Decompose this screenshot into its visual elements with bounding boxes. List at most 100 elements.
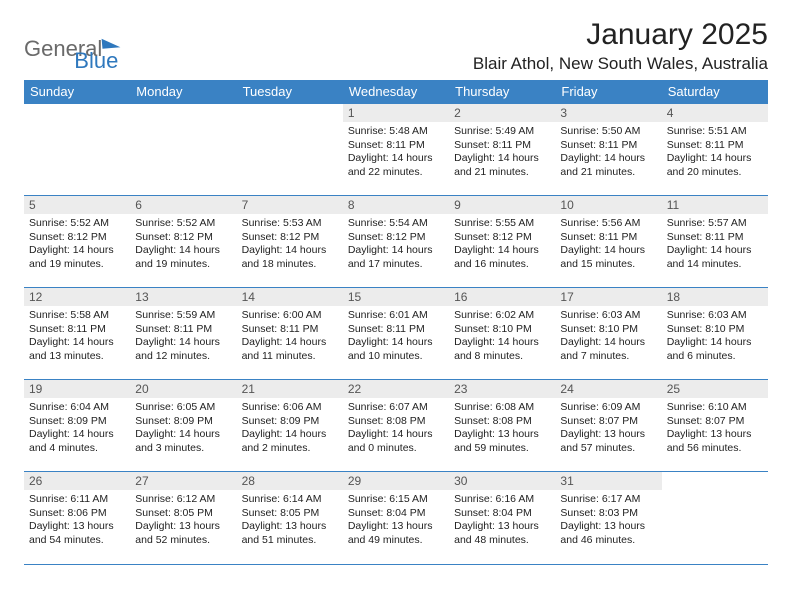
brand-logo: General Blue — [24, 24, 118, 74]
day-body: Sunrise: 5:48 AMSunset: 8:11 PMDaylight:… — [343, 122, 449, 184]
sunrise-line: Sunrise: 6:04 AM — [29, 401, 125, 415]
sunset-line: Sunset: 8:12 PM — [29, 231, 125, 245]
calendar-cell: 12Sunrise: 5:58 AMSunset: 8:11 PMDayligh… — [24, 288, 130, 380]
sunrise-line: Sunrise: 6:07 AM — [348, 401, 444, 415]
calendar-cell — [237, 104, 343, 196]
sunset-line: Sunset: 8:09 PM — [242, 415, 338, 429]
day-body: Sunrise: 5:55 AMSunset: 8:12 PMDaylight:… — [449, 214, 555, 276]
sunrise-line: Sunrise: 5:52 AM — [135, 217, 231, 231]
weekday-tue: Tuesday — [237, 80, 343, 104]
day-body: Sunrise: 5:52 AMSunset: 8:12 PMDaylight:… — [24, 214, 130, 276]
daylight-line: Daylight: 13 hours — [560, 520, 656, 534]
daylight-line: Daylight: 14 hours — [454, 152, 550, 166]
daylight-line: Daylight: 14 hours — [560, 152, 656, 166]
sunset-line: Sunset: 8:10 PM — [454, 323, 550, 337]
day-body: Sunrise: 5:59 AMSunset: 8:11 PMDaylight:… — [130, 306, 236, 368]
sunset-line: Sunset: 8:05 PM — [242, 507, 338, 521]
day-number: 27 — [130, 472, 236, 490]
daylight-line: Daylight: 14 hours — [348, 152, 444, 166]
sunset-line: Sunset: 8:06 PM — [29, 507, 125, 521]
sunset-line: Sunset: 8:07 PM — [560, 415, 656, 429]
calendar-cell: 3Sunrise: 5:50 AMSunset: 8:11 PMDaylight… — [555, 104, 661, 196]
day-body: Sunrise: 5:49 AMSunset: 8:11 PMDaylight:… — [449, 122, 555, 184]
sunrise-line: Sunrise: 5:55 AM — [454, 217, 550, 231]
sunset-line: Sunset: 8:09 PM — [29, 415, 125, 429]
calendar-cell: 9Sunrise: 5:55 AMSunset: 8:12 PMDaylight… — [449, 196, 555, 288]
sunrise-line: Sunrise: 6:10 AM — [667, 401, 763, 415]
calendar-cell: 1Sunrise: 5:48 AMSunset: 8:11 PMDaylight… — [343, 104, 449, 196]
daylight-line: and 4 minutes. — [29, 442, 125, 456]
daylight-line: Daylight: 13 hours — [560, 428, 656, 442]
day-number: 14 — [237, 288, 343, 306]
day-body: Sunrise: 6:00 AMSunset: 8:11 PMDaylight:… — [237, 306, 343, 368]
daylight-line: Daylight: 14 hours — [348, 244, 444, 258]
daylight-line: and 19 minutes. — [29, 258, 125, 272]
day-body: Sunrise: 6:03 AMSunset: 8:10 PMDaylight:… — [662, 306, 768, 368]
daylight-line: Daylight: 13 hours — [454, 520, 550, 534]
daylight-line: Daylight: 14 hours — [242, 336, 338, 350]
title-block: January 2025 Blair Athol, New South Wale… — [473, 18, 768, 74]
daylight-line: and 17 minutes. — [348, 258, 444, 272]
sunrise-line: Sunrise: 6:02 AM — [454, 309, 550, 323]
day-body: Sunrise: 6:16 AMSunset: 8:04 PMDaylight:… — [449, 490, 555, 552]
calendar-cell — [24, 104, 130, 196]
day-body: Sunrise: 6:12 AMSunset: 8:05 PMDaylight:… — [130, 490, 236, 552]
sunset-line: Sunset: 8:11 PM — [348, 323, 444, 337]
daylight-line: Daylight: 13 hours — [29, 520, 125, 534]
day-number: 25 — [662, 380, 768, 398]
sunrise-line: Sunrise: 5:54 AM — [348, 217, 444, 231]
sunrise-line: Sunrise: 6:11 AM — [29, 493, 125, 507]
day-number: 23 — [449, 380, 555, 398]
calendar-cell: 27Sunrise: 6:12 AMSunset: 8:05 PMDayligh… — [130, 472, 236, 564]
sunrise-line: Sunrise: 6:00 AM — [242, 309, 338, 323]
daylight-line: and 7 minutes. — [560, 350, 656, 364]
day-body — [237, 122, 343, 129]
day-number: 24 — [555, 380, 661, 398]
sunset-line: Sunset: 8:04 PM — [454, 507, 550, 521]
month-title: January 2025 — [473, 18, 768, 52]
sunrise-line: Sunrise: 5:51 AM — [667, 125, 763, 139]
daylight-line: Daylight: 14 hours — [242, 428, 338, 442]
daylight-line: and 20 minutes. — [667, 166, 763, 180]
day-number: 21 — [237, 380, 343, 398]
brand-word-blue: Blue — [74, 48, 118, 74]
daylight-line: Daylight: 14 hours — [29, 428, 125, 442]
daylight-line: Daylight: 14 hours — [454, 244, 550, 258]
day-number: 18 — [662, 288, 768, 306]
daylight-line: Daylight: 14 hours — [29, 336, 125, 350]
daylight-line: and 6 minutes. — [667, 350, 763, 364]
sunset-line: Sunset: 8:12 PM — [242, 231, 338, 245]
sunset-line: Sunset: 8:04 PM — [348, 507, 444, 521]
day-number: 22 — [343, 380, 449, 398]
weekday-header: Sunday Monday Tuesday Wednesday Thursday… — [24, 80, 768, 104]
day-number: 11 — [662, 196, 768, 214]
day-number — [662, 472, 768, 490]
daylight-line: and 22 minutes. — [348, 166, 444, 180]
day-number: 13 — [130, 288, 236, 306]
bottom-rule — [24, 564, 768, 565]
daylight-line: Daylight: 14 hours — [667, 152, 763, 166]
sunrise-line: Sunrise: 6:03 AM — [667, 309, 763, 323]
day-body: Sunrise: 6:09 AMSunset: 8:07 PMDaylight:… — [555, 398, 661, 460]
calendar-cell: 16Sunrise: 6:02 AMSunset: 8:10 PMDayligh… — [449, 288, 555, 380]
daylight-line: Daylight: 13 hours — [242, 520, 338, 534]
day-body: Sunrise: 6:03 AMSunset: 8:10 PMDaylight:… — [555, 306, 661, 368]
day-body: Sunrise: 5:54 AMSunset: 8:12 PMDaylight:… — [343, 214, 449, 276]
day-body: Sunrise: 6:11 AMSunset: 8:06 PMDaylight:… — [24, 490, 130, 552]
sunrise-line: Sunrise: 5:52 AM — [29, 217, 125, 231]
day-body — [662, 490, 768, 497]
calendar-cell: 29Sunrise: 6:15 AMSunset: 8:04 PMDayligh… — [343, 472, 449, 564]
sunrise-line: Sunrise: 6:09 AM — [560, 401, 656, 415]
day-body: Sunrise: 5:57 AMSunset: 8:11 PMDaylight:… — [662, 214, 768, 276]
calendar-cell: 21Sunrise: 6:06 AMSunset: 8:09 PMDayligh… — [237, 380, 343, 472]
calendar-cell: 17Sunrise: 6:03 AMSunset: 8:10 PMDayligh… — [555, 288, 661, 380]
sunset-line: Sunset: 8:12 PM — [454, 231, 550, 245]
header-row: General Blue January 2025 Blair Athol, N… — [24, 18, 768, 74]
day-number: 31 — [555, 472, 661, 490]
day-body: Sunrise: 5:53 AMSunset: 8:12 PMDaylight:… — [237, 214, 343, 276]
daylight-line: Daylight: 14 hours — [135, 336, 231, 350]
daylight-line: and 54 minutes. — [29, 534, 125, 548]
daylight-line: and 0 minutes. — [348, 442, 444, 456]
day-number: 12 — [24, 288, 130, 306]
calendar-cell: 8Sunrise: 5:54 AMSunset: 8:12 PMDaylight… — [343, 196, 449, 288]
